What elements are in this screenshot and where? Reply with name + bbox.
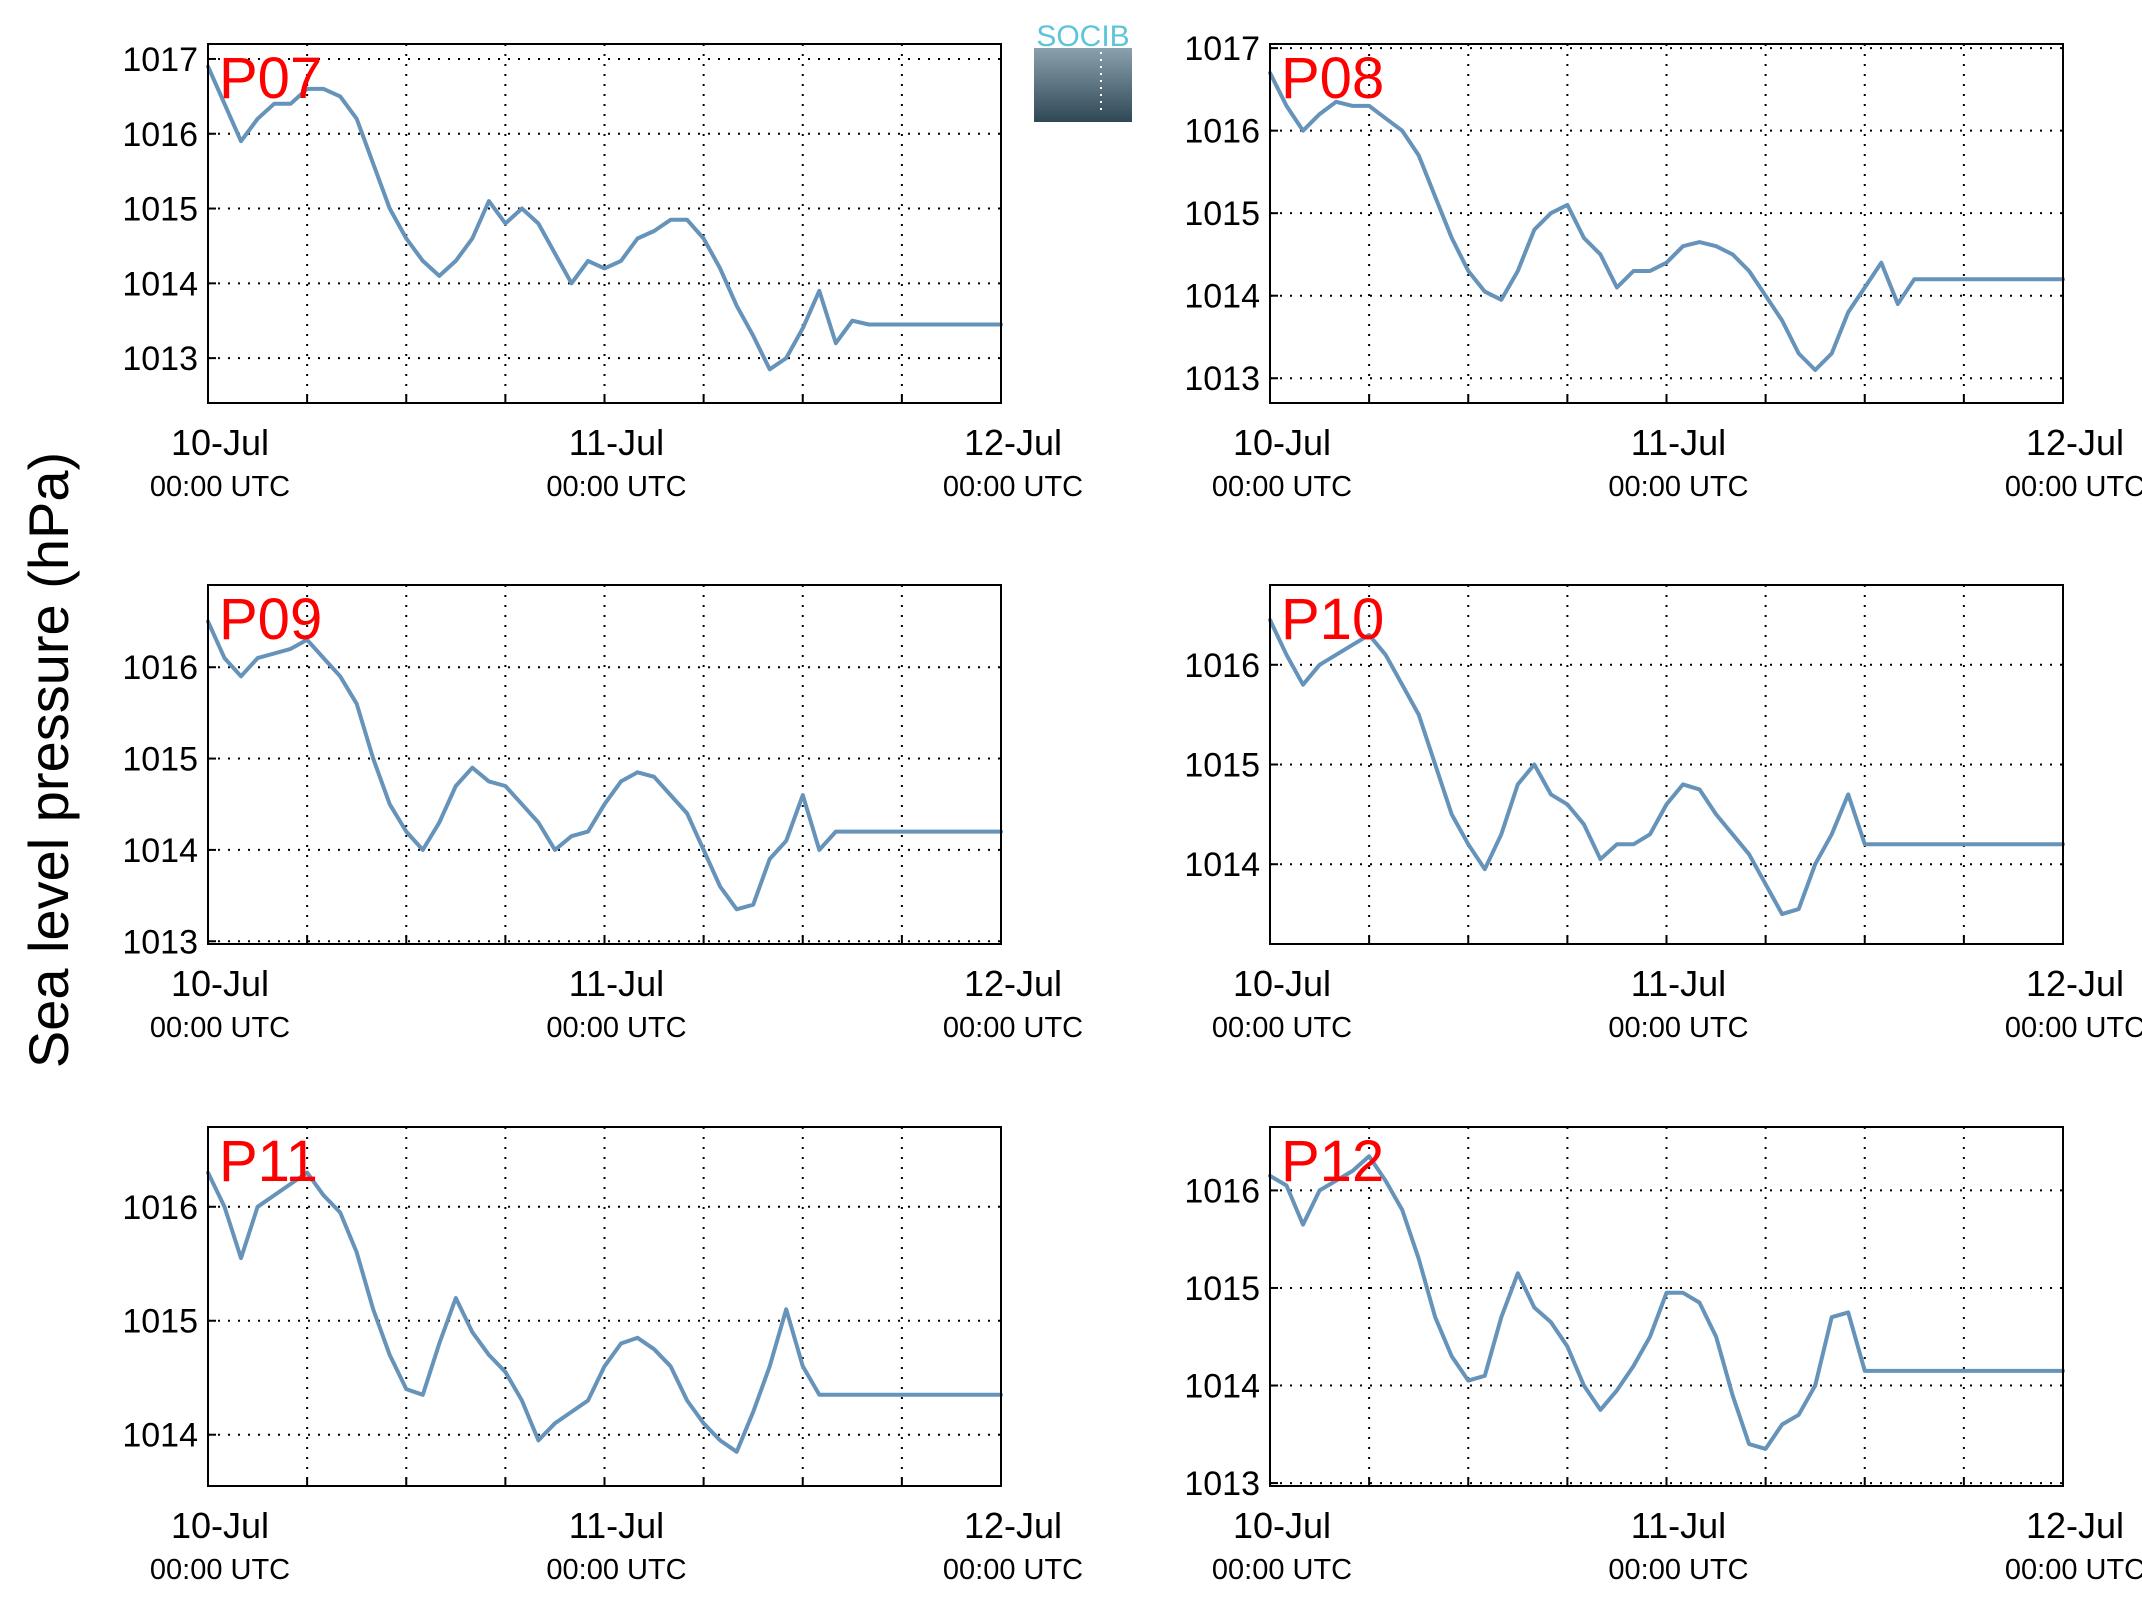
- plot-frame: [207, 43, 1002, 404]
- y-tick-label: 1014: [1184, 1368, 1260, 1406]
- x-tick-time: 00:00 UTC: [150, 471, 290, 503]
- socib-logo-block: [1034, 48, 1132, 122]
- x-tick-time: 00:00 UTC: [2005, 471, 2142, 503]
- x-tick-time: 00:00 UTC: [2005, 1554, 2142, 1586]
- x-tick-time: 00:00 UTC: [943, 1012, 1083, 1044]
- x-tick-date: 12-Jul: [2026, 422, 2124, 463]
- y-tick-label: 1014: [1184, 846, 1260, 884]
- series-line-p09: [206, 619, 1003, 912]
- x-tick-date: 12-Jul: [2026, 1505, 2124, 1546]
- x-tick-time: 00:00 UTC: [943, 471, 1083, 503]
- y-tick-label: 1017: [122, 41, 198, 79]
- y-tick-label: 1016: [1184, 1172, 1260, 1210]
- series-line-p11: [206, 1170, 1003, 1454]
- plot-frame: [1269, 43, 2064, 404]
- chart-panel-p12: 1013 1014 1015 1016 P12 10-Jul 00:00 UTC 11-Jul…: [1184, 1126, 2142, 1586]
- x-tick-date: 10-Jul: [1233, 963, 1331, 1004]
- series-line-p08: [1268, 70, 2065, 372]
- x-tick-time: 00:00 UTC: [546, 1554, 686, 1586]
- station-label: P07: [219, 46, 322, 111]
- series-line-p12: [1268, 1154, 2065, 1451]
- y-tick-label: 1016: [122, 116, 198, 154]
- chart-panel-p07: 1013 1014 1015 1016 1017 P07 10-Jul 00:00 UTC 11…: [122, 41, 1083, 503]
- x-tick-time: 00:00 UTC: [150, 1554, 290, 1586]
- socib-logo-text: SOCIB: [1036, 20, 1129, 53]
- series-line-p10: [1268, 617, 2065, 917]
- station-label: P09: [219, 587, 322, 652]
- x-tick-date: 10-Jul: [171, 963, 269, 1004]
- x-tick-date: 11-Jul: [1631, 963, 1726, 1004]
- x-tick-date: 11-Jul: [569, 1505, 664, 1546]
- x-tick-date: 10-Jul: [1233, 422, 1331, 463]
- y-tick-label: 1015: [1184, 747, 1260, 785]
- y-tick-label: 1013: [122, 923, 198, 961]
- y-tick-label: 1014: [122, 265, 198, 303]
- x-tick-date: 11-Jul: [1631, 422, 1726, 463]
- station-label: P11: [219, 1129, 318, 1194]
- x-tick-date: 12-Jul: [964, 1505, 1062, 1546]
- y-tick-label: 1015: [1184, 1270, 1260, 1308]
- y-tick-label: 1016: [122, 649, 198, 687]
- y-tick-label: 1015: [122, 741, 198, 779]
- y-tick-label: 1014: [122, 832, 198, 870]
- x-tick-time: 00:00 UTC: [1608, 471, 1748, 503]
- x-tick-time: 00:00 UTC: [1212, 1554, 1352, 1586]
- y-tick-label: 1013: [1184, 1465, 1260, 1503]
- x-tick-time: 00:00 UTC: [943, 1554, 1083, 1586]
- y-tick-label: 1016: [1184, 113, 1260, 151]
- x-tick-date: 11-Jul: [1631, 1505, 1726, 1546]
- x-tick-date: 10-Jul: [171, 422, 269, 463]
- y-tick-label: 1013: [1184, 360, 1260, 398]
- panels: 1013 1014 1015 1016 1017 P07 10-Jul 00:00 UTC 11…: [122, 30, 2142, 1586]
- x-tick-time: 00:00 UTC: [1212, 1012, 1352, 1044]
- series-line-p07: [206, 64, 1003, 372]
- chart-panel-p08: 1013 1014 1015 1016 1017 P08 10-Jul 00:00 UTC 11…: [1184, 30, 2142, 503]
- y-tick-label: 1016: [122, 1189, 198, 1227]
- plot-frame: [207, 584, 1002, 945]
- x-tick-time: 00:00 UTC: [1212, 471, 1352, 503]
- x-tick-date: 10-Jul: [1233, 1505, 1331, 1546]
- y-tick-label: 1015: [1184, 195, 1260, 233]
- y-tick-label: 1015: [122, 191, 198, 229]
- y-tick-label: 1016: [1184, 647, 1260, 685]
- station-label: P12: [1281, 1129, 1384, 1194]
- y-tick-label: 1015: [122, 1303, 198, 1341]
- chart-panel-p09: 1013 1014 1015 1016 P09 10-Jul 00:00 UTC 11-Jul…: [122, 584, 1083, 1044]
- x-tick-date: 12-Jul: [964, 963, 1062, 1004]
- y-tick-label: 1013: [122, 340, 198, 378]
- x-tick-time: 00:00 UTC: [1608, 1012, 1748, 1044]
- x-tick-date: 11-Jul: [569, 963, 664, 1004]
- y-axis-label: Sea level pressure (hPa): [17, 452, 80, 1068]
- plot-frame: [1269, 1126, 2064, 1487]
- x-tick-date: 11-Jul: [569, 422, 664, 463]
- plot-frame: [1269, 584, 2064, 945]
- plot-frame: [207, 1126, 1002, 1487]
- station-label: P08: [1281, 46, 1384, 111]
- x-tick-date: 12-Jul: [964, 422, 1062, 463]
- y-tick-label: 1017: [1184, 30, 1260, 68]
- station-label: P10: [1281, 587, 1384, 652]
- x-tick-time: 00:00 UTC: [546, 471, 686, 503]
- x-tick-time: 00:00 UTC: [1608, 1554, 1748, 1586]
- y-tick-label: 1014: [122, 1417, 198, 1455]
- x-tick-date: 12-Jul: [2026, 963, 2124, 1004]
- x-tick-time: 00:00 UTC: [546, 1012, 686, 1044]
- y-tick-label: 1014: [1184, 278, 1260, 316]
- x-tick-time: 00:00 UTC: [150, 1012, 290, 1044]
- x-tick-time: 00:00 UTC: [2005, 1012, 2142, 1044]
- chart-panel-p10: 1014 1015 1016 P10 10-Jul 00:00 UTC 11-Jul 00:0…: [1184, 584, 2142, 1044]
- chart-panel-p11: 1014 1015 1016 P11 10-Jul 00:00 UTC 11-Jul 00:0…: [122, 1126, 1083, 1586]
- x-tick-date: 10-Jul: [171, 1505, 269, 1546]
- socib-logo: SOCIB: [1034, 20, 1132, 122]
